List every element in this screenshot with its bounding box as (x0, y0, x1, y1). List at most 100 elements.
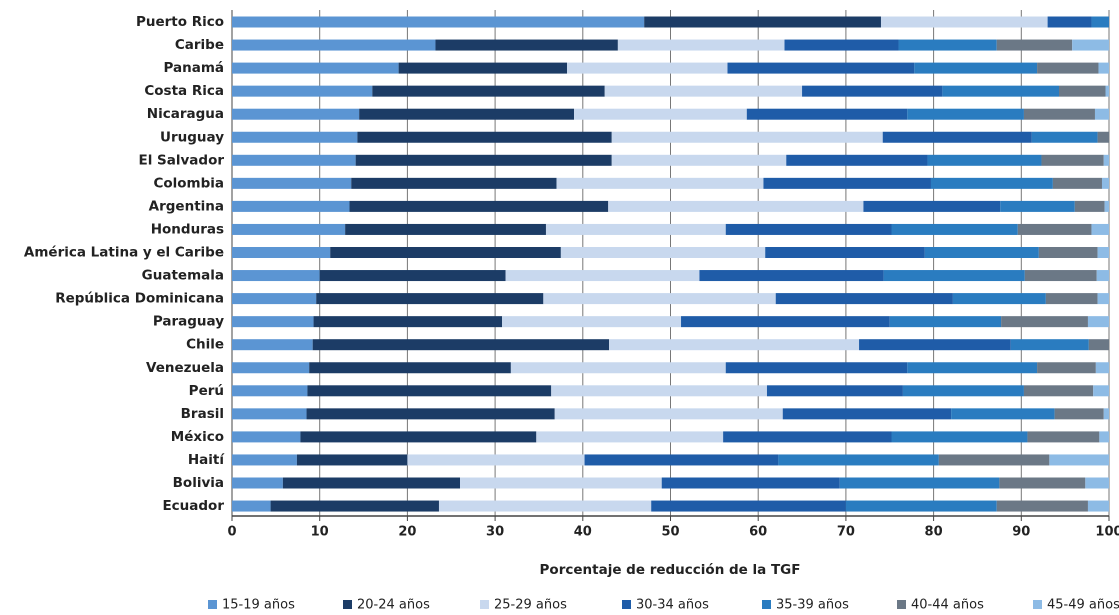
y-tick-label: Perú (189, 383, 224, 399)
bar-segment (802, 85, 943, 97)
bar-segment (1010, 339, 1089, 351)
bar-segment (604, 85, 803, 97)
bar-segment (1041, 154, 1104, 166)
bar-segment (784, 39, 899, 51)
bar-segment (1031, 131, 1098, 143)
x-tick-label: 50 (661, 525, 679, 540)
y-tick-label: Argentina (149, 198, 224, 214)
bar-segment (1024, 270, 1097, 282)
legend-label: 20-24 años (357, 598, 430, 613)
bar-segment (505, 270, 700, 282)
y-tick-label: Costa Rica (144, 83, 224, 99)
bar-segment (1097, 293, 1109, 305)
bar-segment (232, 477, 283, 489)
y-tick-label: América Latina y el Caribe (24, 245, 224, 261)
bar-segment (611, 131, 883, 143)
bar-segment (355, 154, 612, 166)
bar-segment (232, 39, 436, 51)
bar-segment (1000, 200, 1075, 212)
bar-segment (951, 408, 1055, 420)
bar-segment (1038, 247, 1098, 258)
bar-segment (232, 223, 346, 235)
bar-segment (891, 431, 1028, 443)
bar-segment (232, 339, 313, 351)
y-tick-label: Colombia (153, 175, 224, 191)
bar-segment (232, 200, 350, 212)
bar-segment (608, 200, 864, 212)
legend-swatch (897, 600, 906, 609)
bar-segment (1059, 85, 1106, 97)
bar-segment (1085, 477, 1109, 489)
bar-segment (839, 477, 1000, 489)
bar-segment (782, 408, 952, 420)
bar-segment (927, 154, 1042, 166)
bar-segment (644, 16, 881, 28)
bar-segment (232, 154, 356, 166)
legend-swatch (208, 600, 217, 609)
bar-segment (560, 247, 766, 258)
bar-segment (232, 408, 307, 420)
bar-segment (232, 385, 308, 397)
bar-segment (282, 477, 461, 489)
bar-segment (1023, 385, 1094, 397)
bar-segment (882, 131, 1032, 143)
bar-segment (232, 431, 301, 443)
bar-segment (1093, 385, 1109, 397)
y-tick-label: Ecuador (162, 498, 224, 514)
bar-segment (1088, 339, 1109, 351)
bar-segment (681, 316, 890, 328)
bar-segment (651, 500, 846, 512)
bar-segment (1049, 454, 1109, 466)
bar-segment (996, 500, 1088, 512)
bar-segment (232, 16, 645, 28)
y-tick-label: Brasil (181, 406, 224, 422)
bar-segment (296, 454, 408, 466)
bar-segment (889, 316, 1002, 328)
legend-swatch (622, 600, 631, 609)
bar-segment (307, 385, 552, 397)
bar-segment (930, 177, 1053, 189)
bar-segment (609, 339, 860, 351)
bar-segment (232, 247, 331, 258)
bar-segment (351, 177, 557, 189)
legend-label: 35-39 años (776, 598, 849, 613)
bar-segment (309, 362, 511, 374)
bar-segment (1091, 223, 1109, 235)
bar-segment (232, 177, 352, 189)
bar-segment (543, 293, 776, 305)
bar-segment (924, 247, 1039, 258)
bar-segment (661, 477, 840, 489)
x-tick-label: 100 (1095, 525, 1119, 540)
bar-segment (942, 85, 1060, 97)
bar-segment (863, 200, 1001, 212)
bar-segment (438, 500, 652, 512)
bar-segment (725, 223, 892, 235)
bar-segment (398, 62, 568, 74)
bar-segment (574, 108, 747, 120)
legend-label: 25-29 años (494, 598, 567, 613)
bar-segment (611, 154, 787, 166)
bar-segment (1103, 408, 1109, 420)
bar-segment (536, 431, 724, 443)
bar-segment (883, 270, 1025, 282)
bar-segment (902, 385, 1024, 397)
y-tick-label: Honduras (151, 221, 224, 237)
bar-segment (270, 500, 439, 512)
bar-segment (1105, 85, 1109, 97)
bar-segment (1047, 16, 1092, 28)
legend-swatch (480, 600, 489, 609)
bar-segment (510, 362, 726, 374)
bar-segment (996, 39, 1073, 51)
bar-segment (1101, 177, 1109, 189)
bar-segment (1096, 270, 1109, 282)
bar-segment (372, 85, 605, 97)
bar-segment (1001, 316, 1088, 328)
bar-segment (766, 385, 903, 397)
bar-segment (786, 154, 928, 166)
bar-segment (232, 362, 310, 374)
bar-segment (1097, 131, 1109, 143)
bar-segment (232, 454, 297, 466)
bar-segment (891, 223, 1018, 235)
x-tick-label: 80 (925, 525, 943, 540)
bar-segment (699, 270, 884, 282)
